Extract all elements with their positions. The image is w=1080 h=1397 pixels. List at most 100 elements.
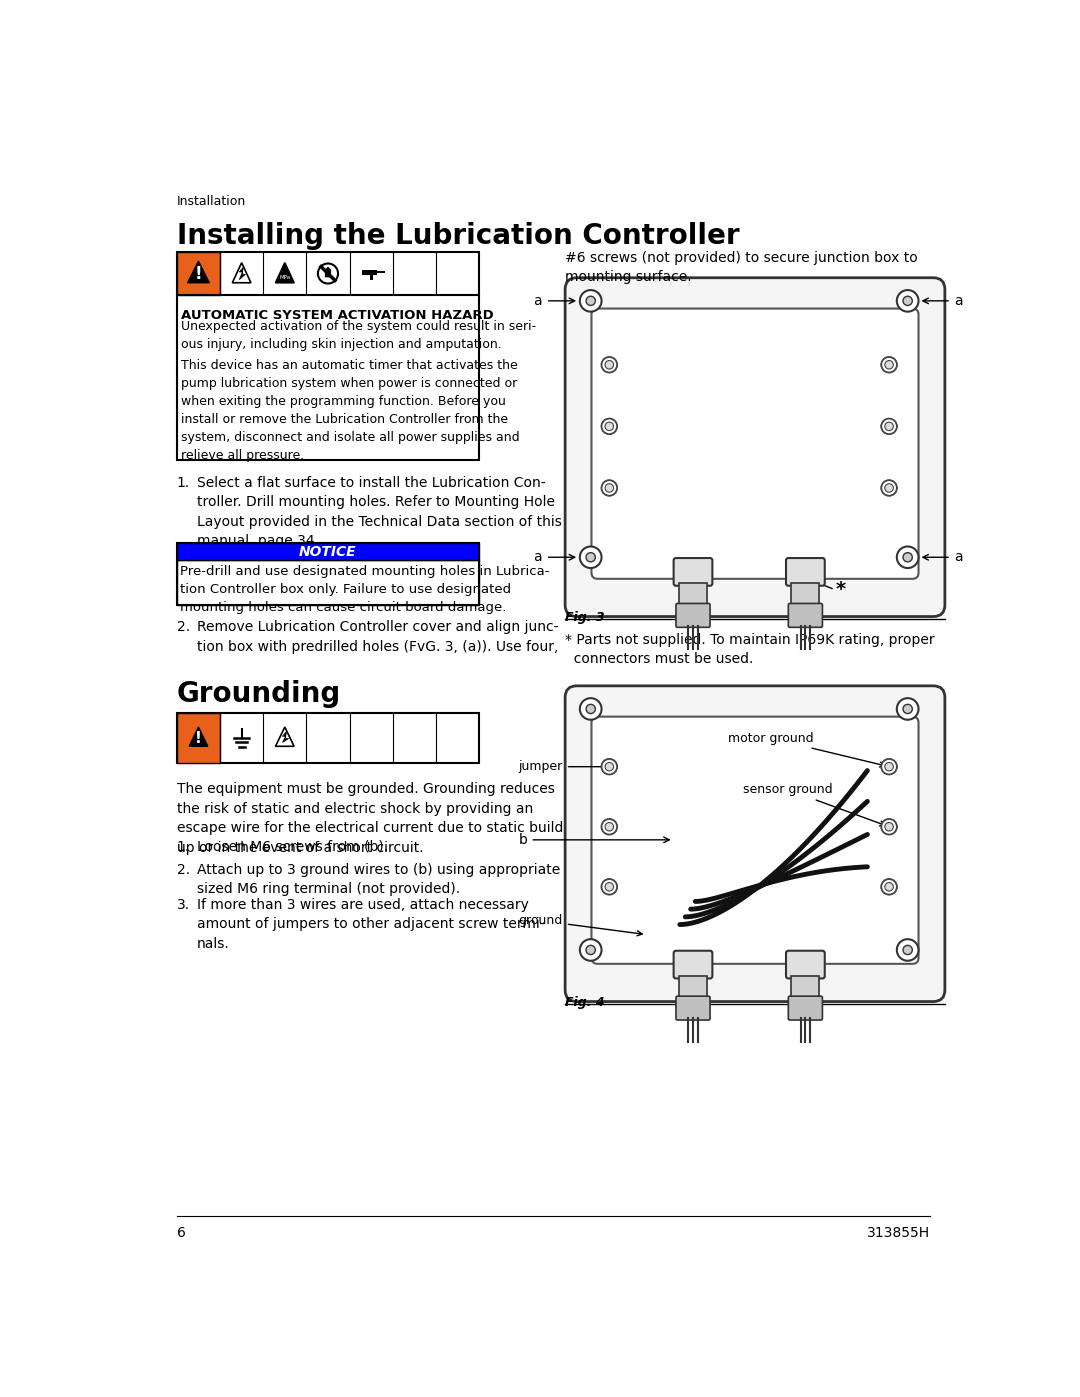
Text: Fig. 4: Fig. 4	[565, 996, 605, 1009]
Circle shape	[318, 264, 338, 284]
Text: #6 screws (not provided) to secure junction box to
mounting surface.: #6 screws (not provided) to secure junct…	[565, 251, 918, 285]
FancyBboxPatch shape	[592, 309, 918, 578]
Text: This device has an automatic timer that activates the
pump lubrication system wh: This device has an automatic timer that …	[180, 359, 519, 461]
Circle shape	[586, 946, 595, 954]
Bar	[177, 712, 220, 763]
Circle shape	[602, 481, 617, 496]
Polygon shape	[188, 261, 210, 282]
Text: !: !	[194, 265, 202, 284]
Text: ground: ground	[518, 914, 643, 936]
Text: jumper: jumper	[518, 760, 607, 773]
FancyBboxPatch shape	[786, 557, 825, 585]
FancyBboxPatch shape	[592, 717, 918, 964]
Circle shape	[896, 546, 918, 569]
Circle shape	[903, 296, 913, 306]
Circle shape	[881, 819, 896, 834]
Circle shape	[602, 759, 617, 774]
Text: sensor ground: sensor ground	[743, 784, 885, 826]
Text: MPa: MPa	[280, 275, 291, 279]
FancyBboxPatch shape	[674, 557, 713, 585]
Text: 313855H: 313855H	[867, 1225, 930, 1239]
Circle shape	[881, 481, 896, 496]
Text: motor ground: motor ground	[728, 732, 885, 767]
Circle shape	[896, 939, 918, 961]
Text: 1.: 1.	[177, 840, 190, 854]
Circle shape	[896, 698, 918, 719]
Text: NOTICE: NOTICE	[299, 545, 356, 559]
Text: 2.: 2.	[177, 620, 190, 634]
Circle shape	[580, 698, 602, 719]
Circle shape	[586, 296, 595, 306]
Bar	[177, 253, 480, 460]
Circle shape	[605, 483, 613, 492]
Circle shape	[903, 946, 913, 954]
Circle shape	[605, 360, 613, 369]
FancyBboxPatch shape	[676, 996, 710, 1020]
Circle shape	[881, 879, 896, 894]
Polygon shape	[240, 267, 245, 279]
Circle shape	[903, 704, 913, 714]
Bar	[679, 584, 707, 605]
Text: Remove Lubrication Controller cover and align junc-
tion box with predrilled hol: Remove Lubrication Controller cover and …	[197, 620, 558, 654]
FancyBboxPatch shape	[565, 686, 945, 1002]
Polygon shape	[189, 726, 207, 746]
Circle shape	[605, 823, 613, 831]
FancyBboxPatch shape	[788, 604, 823, 627]
Text: *: *	[835, 580, 846, 599]
Bar	[377, 271, 386, 272]
Text: Attach up to 3 ground wires to (b) using appropriate
sized M6 ring terminal (not: Attach up to 3 ground wires to (b) using…	[197, 863, 561, 897]
Text: 3.: 3.	[177, 898, 190, 912]
Circle shape	[605, 883, 613, 891]
Circle shape	[580, 939, 602, 961]
FancyBboxPatch shape	[786, 951, 825, 978]
Text: Fig. 3: Fig. 3	[565, 610, 605, 624]
Text: Pre-drill and use designated mounting holes in Lubrica-
tion Controller box only: Pre-drill and use designated mounting ho…	[180, 564, 550, 613]
FancyBboxPatch shape	[565, 278, 945, 616]
Polygon shape	[362, 271, 377, 279]
Circle shape	[881, 759, 896, 774]
Text: Select a flat surface to install the Lubrication Con-
troller. Drill mounting ho: Select a flat surface to install the Lub…	[197, 475, 562, 548]
Text: 1.: 1.	[177, 475, 190, 489]
Circle shape	[605, 422, 613, 430]
Polygon shape	[283, 732, 288, 742]
FancyBboxPatch shape	[674, 951, 713, 978]
Text: b: b	[518, 833, 670, 847]
Circle shape	[605, 763, 613, 771]
Circle shape	[885, 763, 893, 771]
Text: Installing the Lubrication Controller: Installing the Lubrication Controller	[177, 222, 740, 250]
Circle shape	[586, 553, 595, 562]
Polygon shape	[232, 263, 251, 282]
Circle shape	[885, 422, 893, 430]
Text: AUTOMATIC SYSTEM ACTIVATION HAZARD: AUTOMATIC SYSTEM ACTIVATION HAZARD	[180, 309, 494, 321]
Circle shape	[881, 358, 896, 373]
Text: a: a	[954, 293, 962, 307]
Polygon shape	[275, 263, 294, 282]
Circle shape	[881, 419, 896, 434]
Polygon shape	[325, 267, 332, 278]
Bar	[177, 543, 480, 560]
Circle shape	[903, 553, 913, 562]
Circle shape	[602, 879, 617, 894]
Bar	[177, 712, 480, 763]
Text: Unexpected activation of the system could result in seri-
ous injury, including : Unexpected activation of the system coul…	[180, 320, 536, 351]
Text: !: !	[195, 731, 202, 746]
Bar	[792, 584, 820, 605]
Circle shape	[896, 291, 918, 312]
Bar	[177, 560, 480, 605]
Circle shape	[580, 546, 602, 569]
Circle shape	[602, 358, 617, 373]
Circle shape	[586, 704, 595, 714]
Bar	[177, 253, 220, 295]
Text: Loosen M6 screws from (b).: Loosen M6 screws from (b).	[197, 840, 388, 854]
Text: a: a	[954, 550, 962, 564]
Bar	[792, 977, 820, 997]
Circle shape	[885, 823, 893, 831]
Text: Grounding: Grounding	[177, 680, 341, 708]
Text: If more than 3 wires are used, attach necessary
amount of jumpers to other adjac: If more than 3 wires are used, attach ne…	[197, 898, 544, 950]
Circle shape	[885, 883, 893, 891]
Bar	[177, 543, 480, 605]
Text: Installation: Installation	[177, 196, 246, 208]
Circle shape	[602, 419, 617, 434]
Text: 6: 6	[177, 1225, 186, 1239]
Circle shape	[885, 483, 893, 492]
